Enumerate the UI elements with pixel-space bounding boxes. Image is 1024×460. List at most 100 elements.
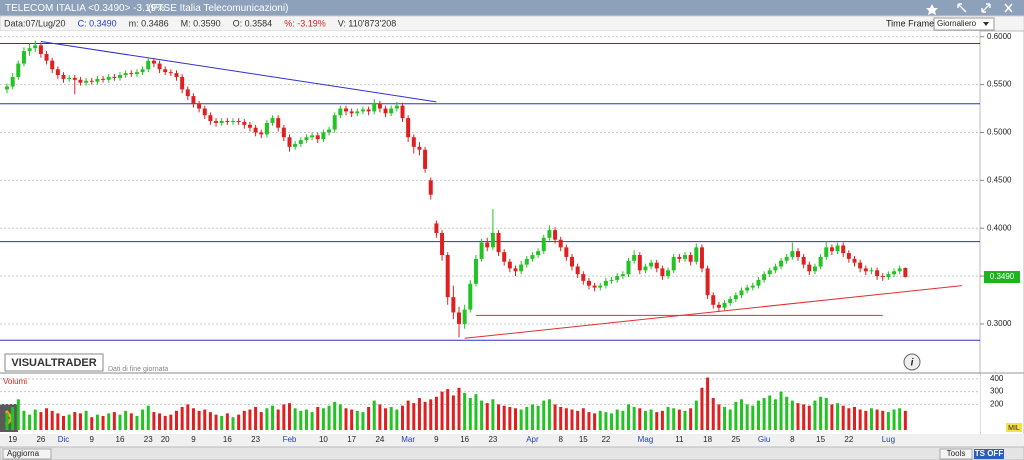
candle-body — [338, 108, 343, 116]
candle-body — [846, 253, 851, 259]
volume-bar — [610, 413, 614, 430]
volume-bar — [84, 410, 88, 430]
candle-body — [547, 230, 552, 238]
volume-bar — [881, 410, 885, 430]
volume-bar — [310, 412, 314, 430]
volume-bar — [451, 395, 455, 430]
candle-body — [197, 103, 202, 109]
candle-body — [61, 75, 66, 79]
volume-bar — [440, 391, 444, 430]
tools-button[interactable] — [939, 448, 973, 460]
volume-bar — [95, 414, 99, 430]
volume-bar — [598, 410, 602, 430]
candle-body — [490, 232, 495, 248]
candle-body — [95, 78, 100, 82]
volume-bar — [338, 404, 342, 430]
volume-bar — [864, 410, 868, 430]
volume-bar — [779, 391, 783, 430]
candle-body — [10, 76, 15, 87]
x-tick-label: 8 — [558, 435, 563, 444]
volume-bar — [175, 410, 178, 430]
x-tick-label: 18 — [703, 435, 712, 444]
candle-body — [423, 149, 428, 169]
time-frame-select[interactable] — [933, 17, 995, 31]
price-pane — [0, 31, 980, 372]
candle-body — [586, 280, 591, 286]
volume-bar — [118, 414, 122, 430]
volume-bar — [886, 412, 890, 430]
candle-body — [174, 73, 179, 77]
candle-body — [626, 260, 631, 275]
volume-bar — [16, 399, 20, 430]
volume-bar — [858, 409, 862, 430]
info-icon[interactable]: i — [903, 353, 921, 371]
candle-body — [485, 242, 490, 248]
side-toggle[interactable] — [0, 404, 18, 432]
volume-bar — [203, 409, 207, 430]
volume-bar — [796, 403, 800, 430]
ts-label: TS OFF — [975, 449, 1004, 458]
volume-bar — [655, 412, 659, 430]
volume-bar — [237, 414, 241, 430]
y-tick-label: 0.3000 — [987, 319, 1012, 328]
candle-body — [615, 276, 620, 280]
volume-bar — [508, 406, 512, 430]
x-tick-label: 16 — [223, 435, 232, 444]
candle-body — [298, 140, 303, 144]
candle-body — [89, 80, 94, 82]
trend-line — [40, 41, 437, 103]
candle-body — [666, 270, 671, 277]
candle-body — [417, 146, 422, 150]
volume-bar — [304, 409, 308, 430]
candle-body — [677, 256, 682, 259]
volume-bar — [836, 403, 840, 430]
volume-bar — [819, 396, 823, 430]
candle-body — [829, 247, 834, 252]
candle-body — [767, 270, 772, 275]
x-tick-label: Lug — [882, 435, 895, 444]
y-tick-label: 0.6000 — [987, 32, 1012, 41]
volume-bar — [530, 404, 534, 430]
volume-bar — [576, 410, 580, 430]
info-field: %: -3.19% — [284, 18, 326, 28]
volume-bar — [632, 406, 636, 430]
volume-tick-label: 400 — [990, 374, 1004, 383]
volume-bar — [807, 405, 811, 430]
candle-body — [202, 108, 207, 116]
update-button[interactable] — [2, 448, 52, 460]
volume-bar — [519, 409, 523, 430]
volume-bar — [824, 398, 828, 430]
volume-bar — [898, 408, 902, 430]
x-tick-label: 20 — [161, 435, 170, 444]
volume-bar — [208, 412, 212, 430]
ts-button[interactable] — [974, 449, 1004, 459]
x-tick-label: Apr — [526, 435, 539, 444]
volume-bar — [559, 406, 563, 430]
candle-body — [21, 51, 26, 64]
window-icons[interactable] — [926, 3, 1013, 15]
volume-bar — [389, 406, 393, 430]
volume-bar — [124, 410, 128, 430]
candle-body — [101, 78, 106, 80]
candle-body — [807, 264, 812, 272]
volume-bar — [169, 414, 173, 430]
volume-bar — [316, 406, 320, 430]
candle-body — [502, 252, 507, 262]
volume-bar — [158, 413, 162, 430]
volume-bar — [570, 409, 574, 430]
volume-bar — [463, 392, 467, 430]
candle-body — [406, 118, 411, 138]
x-tick-label: 23 — [144, 435, 153, 444]
volume-bar — [180, 406, 184, 430]
candle-body — [33, 45, 38, 49]
logo: VISUALTRADER — [11, 357, 96, 369]
title-bar — [0, 0, 1024, 16]
volume-bar — [214, 414, 218, 430]
candle-body — [214, 120, 219, 123]
candle-body — [581, 274, 586, 281]
candle-body — [801, 256, 806, 265]
candle-body — [451, 297, 456, 313]
candle-body — [649, 262, 654, 267]
x-tick-label: 9 — [434, 435, 439, 444]
info-group: Data:07/Lug/20 C: 0.3490 m: 0.3486 M: 0.359… — [4, 18, 396, 28]
